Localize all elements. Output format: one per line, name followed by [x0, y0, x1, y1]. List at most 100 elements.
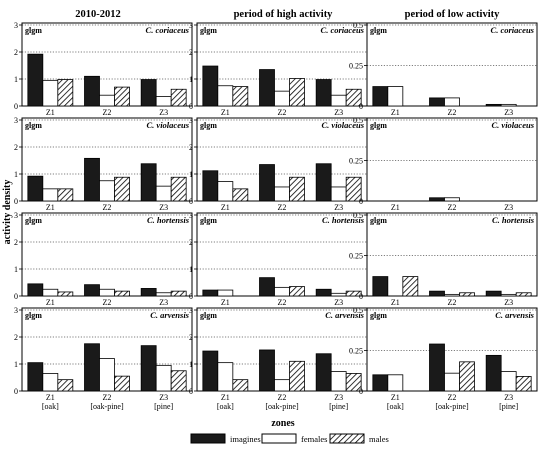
zone-tick-label: Z3: [504, 108, 513, 117]
panel-frame: [196, 212, 368, 297]
habitat-label: [pine]: [329, 402, 348, 411]
bar-females-z2: [444, 197, 460, 202]
y-tick-label: 0.25: [349, 157, 363, 166]
bar-imagines-z1: [202, 170, 219, 202]
bar-imagines-z3: [140, 288, 157, 297]
bar-imagines-z3: [140, 163, 157, 202]
bar-imagines-z1: [372, 374, 389, 392]
bar-females-z3: [330, 94, 347, 107]
habitat-label: [oak-pine]: [435, 402, 469, 411]
bar-imagines-z3: [485, 290, 502, 297]
y-axis-title: activity density: [2, 180, 13, 245]
zone-tick-label: Z2: [103, 393, 112, 402]
y-tick-label: 1: [14, 265, 18, 274]
bar-imagines-z3: [315, 288, 332, 297]
species-label: C. coriaceus: [491, 25, 535, 35]
bar-imagines-z1: [27, 53, 44, 107]
species-label: C. coriaceus: [321, 25, 365, 35]
unit-label: glgm: [370, 311, 387, 320]
bar-imagines-z1: [202, 350, 219, 392]
y-tick-label: 0.25: [349, 347, 363, 356]
bar-males-z2: [289, 78, 305, 107]
zone-tick-label: Z3: [159, 393, 168, 402]
bar-imagines-z1: [202, 65, 219, 107]
zone-tick-label: Z1: [46, 203, 55, 212]
habitat-label: [oak]: [42, 402, 59, 411]
species-label: C. arvensis: [495, 310, 534, 320]
zone-tick-label: Z3: [504, 298, 513, 307]
y-tick-label: 0: [189, 197, 193, 206]
species-label: C. violaceus: [492, 120, 535, 130]
zone-tick-label: Z1: [391, 298, 400, 307]
bar-males-z3: [170, 88, 187, 107]
bar-males-z2: [459, 361, 475, 392]
y-tick-label: 1: [189, 360, 193, 369]
bar-females-z1: [217, 362, 234, 392]
panel-c-violaceus-period-of-high-activity: 0 1 2 3 glgm C. violaceus Z1 Z2 Z3: [189, 116, 368, 212]
zone-tick-label: Z1: [221, 298, 230, 307]
bar-imagines-z3: [315, 79, 332, 107]
y-tick-label: 1: [14, 75, 18, 84]
bar-females-z3: [330, 186, 347, 202]
bar-imagines-z2: [429, 343, 445, 392]
legend-label-males: males: [369, 434, 389, 444]
panel-frame: [366, 117, 538, 202]
species-label: C. hortensis: [147, 215, 190, 225]
zone-tick-label: Z2: [103, 108, 112, 117]
bar-males-z1: [232, 188, 249, 202]
zone-tick-label: Z2: [278, 393, 287, 402]
bar-imagines-z1: [27, 283, 44, 297]
bar-males-z3: [170, 290, 187, 297]
y-tick-label: 3: [14, 306, 18, 315]
bar-females-z3: [500, 293, 517, 297]
zone-tick-label: Z3: [159, 108, 168, 117]
panel-c-arvensis-period-of-low-activity: 0 0.25 0.5 glgm C. arvensis Z1[oak] Z2[oak-pin…: [349, 306, 538, 411]
panel-c-hortensis-2010-2012: 0 1 2 3 glgm C. hortensis Z1 Z2 Z3: [14, 211, 193, 307]
y-tick-label: 0: [359, 102, 363, 111]
y-tick-label: 0.5: [353, 306, 363, 315]
unit-label: glgm: [200, 26, 217, 35]
bar-females-z3: [500, 103, 517, 107]
y-tick-label: 0: [189, 102, 193, 111]
y-tick-label: 0: [14, 102, 18, 111]
zone-tick-label: Z1: [46, 298, 55, 307]
unit-label: glgm: [25, 311, 42, 320]
bar-imagines-z2: [84, 343, 100, 392]
zone-tick-label: Z2: [103, 298, 112, 307]
unit-label: glgm: [25, 26, 42, 35]
bar-females-z2: [444, 372, 460, 392]
bar-females-z3: [155, 292, 172, 297]
zone-tick-label: Z3: [334, 108, 343, 117]
bar-imagines-z2: [84, 75, 100, 107]
y-tick-label: 0.5: [353, 211, 363, 220]
bar-females-z2: [274, 379, 290, 392]
zone-tick-label: Z3: [159, 203, 168, 212]
bar-males-z3: [170, 176, 187, 202]
bar-females-z1: [217, 181, 234, 202]
panel-c-hortensis-period-of-high-activity: 0 1 2 3 glgm C. hortensis Z1 Z2 Z3: [189, 211, 368, 307]
y-tick-label: 0: [189, 292, 193, 301]
zone-tick-label: Z3: [334, 203, 343, 212]
bar-imagines-z2: [259, 164, 275, 202]
zone-tick-label: Z1: [391, 108, 400, 117]
species-label: C. violaceus: [322, 120, 365, 130]
zone-tick-label: Z2: [448, 393, 457, 402]
column-title-high-activity: period of high activity: [234, 9, 334, 20]
bar-males-z2: [114, 375, 130, 392]
bar-imagines-z2: [259, 69, 275, 107]
bar-imagines-z1: [372, 86, 389, 107]
y-tick-label: 0: [14, 197, 18, 206]
bar-females-z1: [42, 79, 59, 107]
zone-tick-label: Z1: [391, 393, 400, 402]
y-tick-label: 2: [14, 143, 18, 152]
y-tick-label: 0: [189, 387, 193, 396]
y-tick-label: 1: [189, 170, 193, 179]
zone-tick-label: Z1: [46, 393, 55, 402]
bar-males-z1: [232, 379, 249, 392]
bar-females-z1: [42, 373, 59, 392]
y-tick-label: 3: [189, 211, 193, 220]
legend-swatch-males: [329, 433, 365, 444]
legend: imagines females males: [190, 433, 389, 444]
bar-males-z3: [345, 176, 362, 202]
